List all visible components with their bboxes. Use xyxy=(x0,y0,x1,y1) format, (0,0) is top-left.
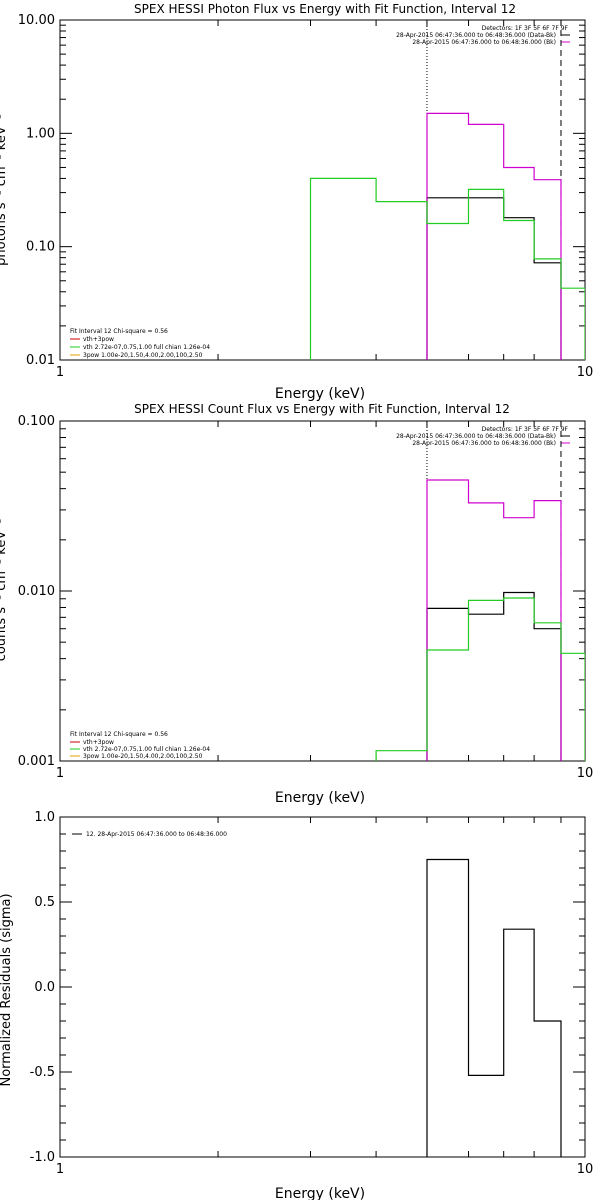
y-axis-label: Normalized Residuals (sigma) xyxy=(0,893,14,1086)
y-axis-label: photons s⁻¹ cm⁻² keV⁻¹ xyxy=(0,114,9,266)
legend-model: vth+3pow xyxy=(83,336,114,343)
series-1-step-line xyxy=(426,479,562,761)
photon-flux-panel: SPEX HESSI Photon Flux vs Energy with Fi… xyxy=(0,2,593,402)
legend-3pow: 3pow 1.00e-20,1.50,4.00,2.00,100,2.50 xyxy=(83,753,203,760)
y-tick-label: 0.0 xyxy=(34,980,55,995)
legend-model: vth+3pow xyxy=(83,739,114,746)
axes-frame xyxy=(59,420,586,762)
chart-title: SPEX HESSI Photon Flux vs Energy with Fi… xyxy=(134,2,516,16)
series-1-step-line xyxy=(426,112,562,360)
x-tick-label: 10 xyxy=(577,1162,594,1177)
x-tick-label: 10 xyxy=(577,365,594,380)
legend-vth: vth 2.72e-07,0.75,1.00 full chian 1.26e-… xyxy=(83,746,210,753)
series-2-step-line xyxy=(375,597,585,761)
count-flux-panel: SPEX HESSI Count Flux vs Energy with Fit… xyxy=(0,402,593,806)
axes-frame xyxy=(59,19,586,361)
legend-3pow: 3pow 1.00e-20,1.50,4.00,2.00,100,2.50 xyxy=(83,352,203,359)
axes-frame xyxy=(59,816,586,1158)
series-0-step-line xyxy=(426,858,562,1157)
y-tick-label: 0.100 xyxy=(18,414,55,429)
x-tick-label: 1 xyxy=(56,1162,64,1177)
legend-fit-interval: Fit Interval 12 Chi-square = 0.56 xyxy=(70,731,168,738)
x-axis-label: Energy (keV) xyxy=(275,1186,365,1200)
x-tick-label: 1 xyxy=(56,365,64,380)
series-0-step-line xyxy=(426,591,562,761)
legend-fit-interval: Fit Interval 12 Chi-square = 0.56 xyxy=(70,328,168,335)
x-tick-label: 10 xyxy=(577,766,594,781)
legend-interval: 12. 28-Apr-2015 06:47:36.000 to 06:48:36… xyxy=(86,831,227,838)
series-2-step-line xyxy=(309,177,585,360)
header-data-bk: 28-Apr-2015 06:47:36.000 to 06:48:36.000… xyxy=(396,32,556,39)
residuals-panel: Normalized Residuals (sigma) Energy (keV… xyxy=(0,810,593,1200)
header-detectors: Detectors: 1F 3F 5F 6F 7F 9F xyxy=(482,426,569,433)
y-tick-label: 10.00 xyxy=(18,13,55,28)
header-bk: 28-Apr-2015 06:47:36.000 to 06:48:36.000… xyxy=(412,440,556,447)
y-axis-label: counts s⁻¹ cm⁻² keV⁻¹ xyxy=(0,519,9,662)
y-tick-label: 1.0 xyxy=(34,810,55,825)
header-detectors: Detectors: 1F 3F 5F 6F 7F 9F xyxy=(482,25,569,32)
x-tick-label: 1 xyxy=(56,766,64,781)
chart-title: SPEX HESSI Count Flux vs Energy with Fit… xyxy=(134,402,510,416)
y-tick-label: -1.0 xyxy=(30,1150,55,1165)
series-0-step-line xyxy=(426,197,562,360)
y-tick-label: 1.00 xyxy=(26,126,55,141)
legend-vth: vth 2.72e-07,0.75,1.00 full chian 1.26e-… xyxy=(83,344,210,351)
y-tick-label: 0.010 xyxy=(18,584,55,599)
x-axis-label: Energy (keV) xyxy=(275,790,365,806)
header-data-bk: 28-Apr-2015 06:47:36.000 to 06:48:36.000… xyxy=(396,433,556,440)
y-tick-label: 0.001 xyxy=(18,754,55,769)
x-axis-label: Energy (keV) xyxy=(275,386,365,402)
y-tick-label: 0.5 xyxy=(34,895,55,910)
y-tick-label: 0.10 xyxy=(26,240,55,255)
y-tick-label: -0.5 xyxy=(30,1065,55,1080)
y-tick-label: 0.01 xyxy=(26,353,55,368)
header-bk: 28-Apr-2015 06:47:36.000 to 06:48:36.000… xyxy=(412,39,556,46)
